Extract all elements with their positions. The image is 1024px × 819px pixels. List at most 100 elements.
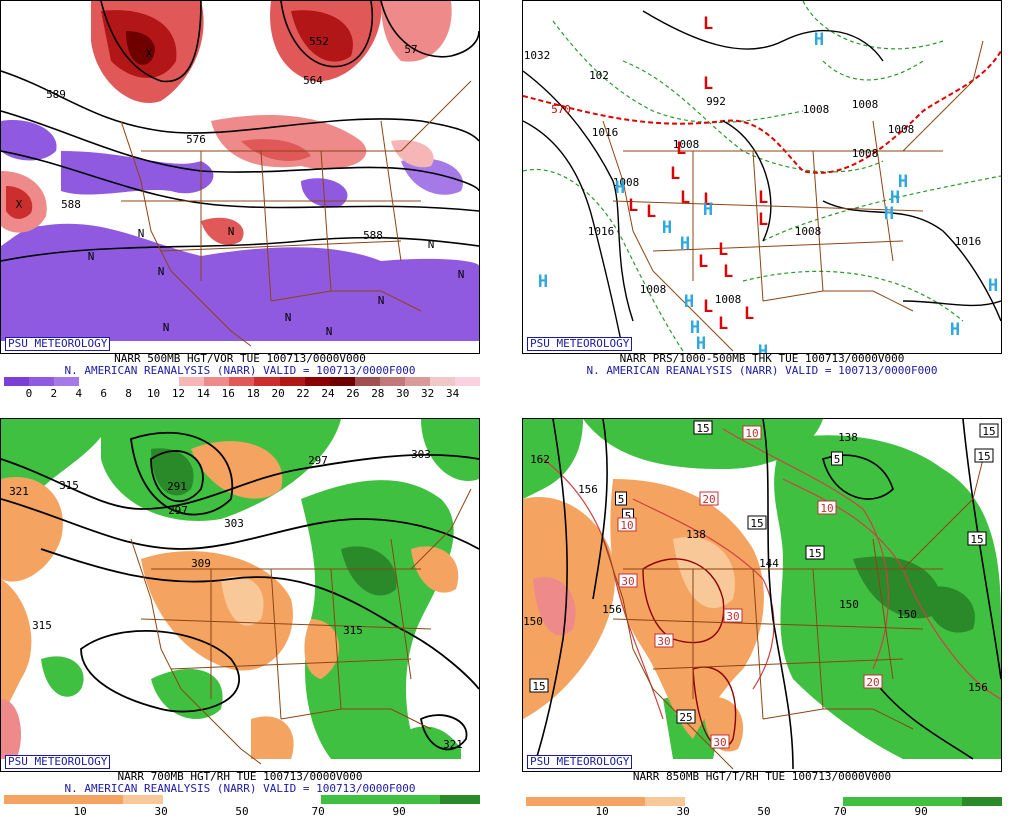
contour-label: 156 xyxy=(968,681,988,694)
valid-caption: N. AMERICAN REANALYSIS (NARR) VALID = 10… xyxy=(64,782,416,795)
colorbar-swatch xyxy=(922,797,963,806)
contour-label: 1008 xyxy=(613,176,640,189)
low-pressure-marker: L xyxy=(718,240,728,260)
contour-label: 1008 xyxy=(803,103,830,116)
contour-label: 15 xyxy=(982,425,995,438)
colorbar-swatch xyxy=(43,795,84,804)
colorbar-tick-label: 0 xyxy=(25,387,33,400)
contour-label: 1008 xyxy=(852,147,879,160)
colorbar-swatch xyxy=(379,377,405,386)
colorbar-tick-label: 26 xyxy=(346,387,360,400)
contour-label: 15 xyxy=(977,450,990,463)
colorbar-swatch xyxy=(279,377,305,386)
psu-meteorology-badge: PSU METEOROLOGY xyxy=(5,337,111,351)
label-box xyxy=(805,545,825,560)
low-pressure-marker: L xyxy=(670,164,680,184)
high-pressure-marker: H xyxy=(898,172,908,192)
colorbar-tick-label: 4 xyxy=(75,387,83,400)
colorbar-tick-label: 2 xyxy=(50,387,58,400)
colorbar-tick-label: 90 xyxy=(914,805,928,818)
high-pressure-marker: H xyxy=(758,342,768,353)
panel-700mb-hgt-rh: 321 315 291 297 303 297 303 309 315 315 321 PSU ME… xyxy=(0,418,481,819)
high-pressure-marker: H xyxy=(538,272,548,292)
contour-label: 1016 xyxy=(588,225,615,238)
colorbar-tick-label: 12 xyxy=(171,387,186,400)
low-pressure-marker: L xyxy=(703,190,713,210)
height-contours xyxy=(532,419,1001,770)
contour-label: 291 xyxy=(167,480,187,493)
vorticity-colorbar xyxy=(4,377,480,386)
contour-label: 138 xyxy=(838,431,858,444)
contour-label: 321 xyxy=(9,485,29,498)
state-boundaries xyxy=(120,80,472,347)
psu-meteorology-badge: PSU METEOROLOGY xyxy=(5,755,111,769)
contour-label: 15 xyxy=(970,533,983,546)
humidity-colorbar xyxy=(4,795,481,804)
map-pressure-thickness: 1032 102 570 1016 1008 992 1008 1008 1008 1008 100… xyxy=(522,0,1002,354)
colorbar-swatch xyxy=(329,377,355,386)
height-contours xyxy=(1,1,479,262)
colorbar-tick-label: 6 xyxy=(100,387,107,400)
low-pressure-marker: L xyxy=(703,74,713,94)
contour-label: 25 xyxy=(679,711,692,724)
psu-meteorology-badge: PSU METEOROLOGY xyxy=(527,755,633,769)
contour-label: N xyxy=(88,250,95,263)
contour-label: 1016 xyxy=(955,235,982,248)
contour-label: N xyxy=(158,265,165,278)
contour-label: 570 xyxy=(551,103,571,116)
high-pressure-marker: H xyxy=(884,204,894,224)
colorbar-swatch xyxy=(724,797,765,806)
contour-label: 1008 xyxy=(640,283,667,296)
contour-label: 992 xyxy=(706,95,726,108)
colorbar-swatch xyxy=(321,795,362,804)
contour-label: 144 xyxy=(759,557,779,570)
colorbar-ticks: 0 2 4 6 8 10 12 14 16 18 20 22 24 26 28 30 32 34 xyxy=(4,388,480,400)
thickness-contours xyxy=(523,1,1001,352)
colorbar-swatch xyxy=(229,377,255,386)
low-pressure-marker: L xyxy=(758,210,768,230)
label-box xyxy=(654,633,674,648)
colorbar-tick-label: 18 xyxy=(246,387,260,400)
colorbar-tick-label: 30 xyxy=(676,805,690,818)
contour-label: X xyxy=(16,198,23,211)
colorbar-swatch xyxy=(361,795,401,804)
map-caption: NARR PRS/1000-500MB THK TUE 100713/0000V… xyxy=(619,352,905,365)
high-pressure-marker: H xyxy=(814,30,824,50)
thickness-570-line xyxy=(523,50,1001,174)
contour-label: 150 xyxy=(523,615,543,628)
colorbar-tick-label: 70 xyxy=(833,805,847,818)
contour-label: 1016 xyxy=(592,126,619,139)
humidity-fill xyxy=(523,419,1001,759)
contour-label: 150 xyxy=(839,598,859,611)
colorbar-swatch xyxy=(429,377,455,386)
contour-label: 303 xyxy=(224,517,244,530)
contour-label: 1032 xyxy=(524,49,551,62)
contour-label: X xyxy=(146,47,153,60)
colorbar-swatch xyxy=(129,377,155,386)
low-pressure-marker: L xyxy=(676,139,686,159)
contour-label: 15 xyxy=(808,547,821,560)
colorbar-swatch xyxy=(83,795,124,804)
contour-label: 20 xyxy=(866,676,879,689)
colorbar-swatch xyxy=(962,797,1003,806)
colorbar-swatch xyxy=(4,377,30,386)
contour-label: 30 xyxy=(657,635,670,648)
isobars xyxy=(523,10,1001,352)
contour-label: 309 xyxy=(191,557,211,570)
label-box xyxy=(742,425,762,440)
contour-label: 5 xyxy=(618,493,625,506)
colorbar-tick-label: 32 xyxy=(421,387,435,400)
colorbar-swatch xyxy=(204,377,230,386)
low-pressure-marker: L xyxy=(646,202,656,222)
panel-500mb-hgt-vor: 58957655256457588588588XXNNNNNNNNNN PSU … xyxy=(0,0,480,401)
colorbar-tick-label: 34 xyxy=(445,387,460,400)
contour-label: 30 xyxy=(726,610,739,623)
contour-label: 10 xyxy=(745,427,758,440)
label-box xyxy=(529,678,549,693)
contour-label: 1008 xyxy=(673,138,700,151)
colorbar-swatch xyxy=(565,797,606,806)
contour-label: 156 xyxy=(578,483,598,496)
colorbar-swatch xyxy=(179,377,205,386)
colorbar-tick-label: 8 xyxy=(125,387,132,400)
